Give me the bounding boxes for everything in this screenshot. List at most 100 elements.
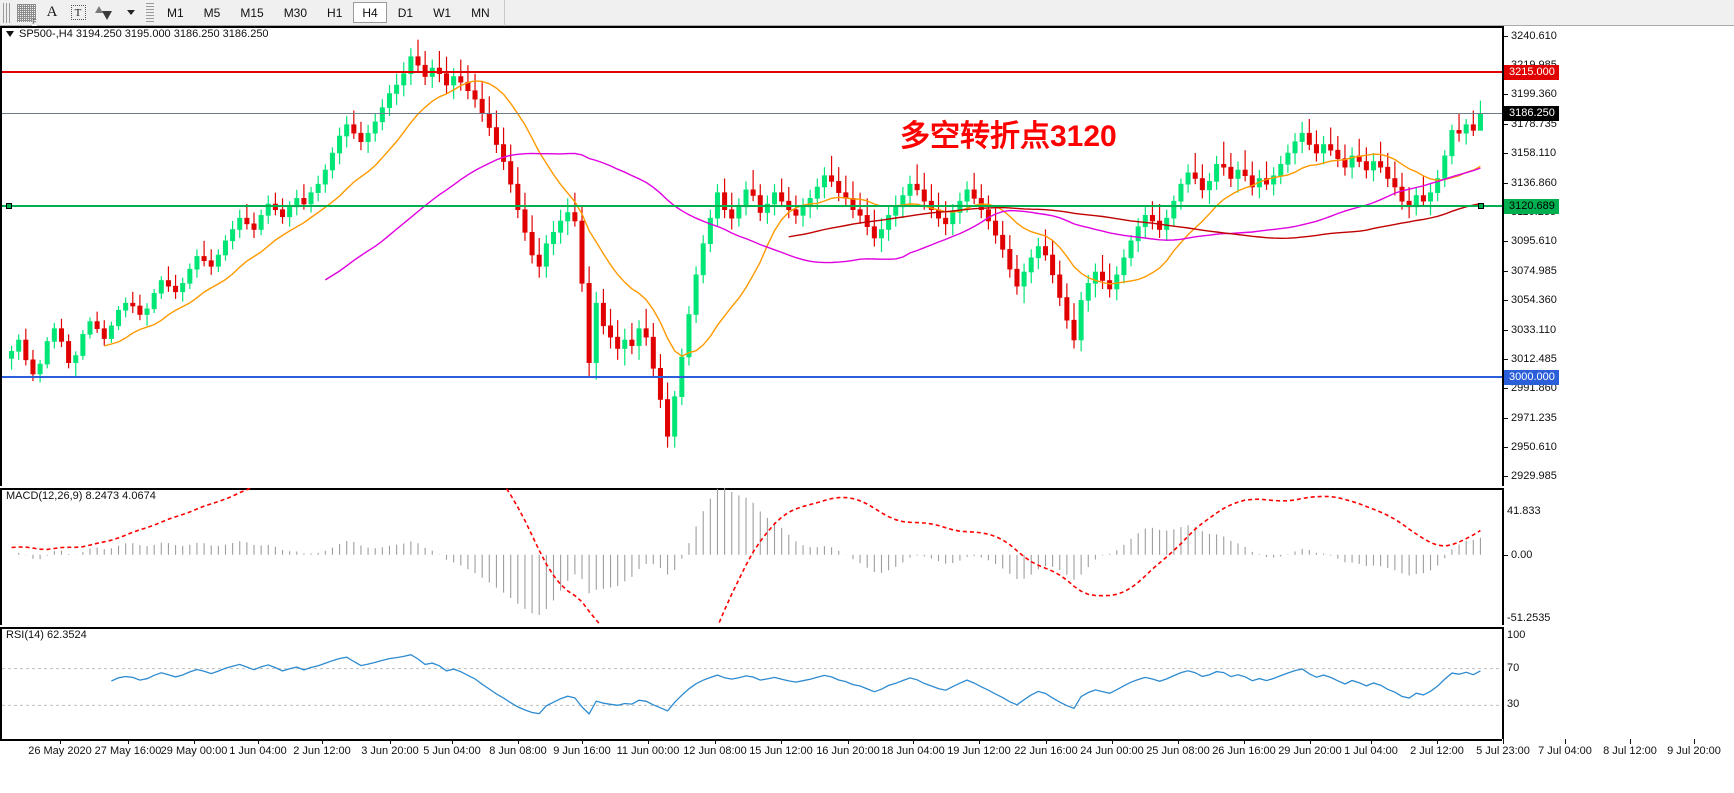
time-label-20: 1 Jul 04:00 [1344, 745, 1398, 757]
price-plot[interactable] [2, 26, 1502, 486]
timeframe-m30[interactable]: M30 [283, 5, 308, 20]
time-tick-18 [1244, 739, 1245, 744]
support-line[interactable] [2, 375, 1502, 378]
toolbar-grip[interactable] [3, 2, 11, 23]
timeframe-m5[interactable]: M5 [203, 5, 221, 20]
time-label-8: 9 Jun 16:00 [553, 745, 611, 757]
time-tick-13 [913, 739, 914, 744]
time-label-16: 24 Jun 00:00 [1080, 745, 1144, 757]
candlestick-series [9, 39, 1483, 448]
shapes-icon[interactable] [92, 2, 116, 24]
time-label-15: 22 Jun 16:00 [1014, 745, 1078, 757]
price-tick-13: 2971.235 [1504, 412, 1557, 424]
last-price-tag: 3186.250 [1504, 106, 1559, 121]
text-label-icon[interactable]: A [46, 4, 58, 20]
time-label-7: 8 Jun 08:00 [489, 745, 547, 757]
time-label-0: 26 May 2020 [28, 745, 92, 757]
time-tick-0 [60, 739, 61, 744]
price-tick-7: 3095.610 [1504, 236, 1557, 247]
price-tick-15: 2929.985 [1504, 471, 1557, 482]
rsi-panel-top-border [0, 627, 1734, 629]
time-axis-corner [1502, 739, 1734, 793]
symbol-ohlc-text: SP500-,H4 3194.250 3195.000 3186.250 318… [19, 28, 269, 40]
price-tick-9: 3054.360 [1504, 294, 1557, 306]
time-axis[interactable]: 26 May 2020 27 May 16:00 29 May 00:00 1 Jun… [0, 739, 1734, 793]
timeframe-w1[interactable]: W1 [433, 5, 452, 20]
time-tick-25 [1694, 739, 1695, 744]
time-tick-24 [1630, 739, 1631, 744]
time-tick-8 [582, 739, 583, 744]
chart-annotation-text: 多空转折点3120 [900, 120, 1117, 154]
timeframe-h1[interactable]: H1 [327, 5, 343, 20]
chevron-down-icon[interactable] [118, 2, 142, 24]
price-tick-2: 3199.360 [1504, 89, 1557, 100]
macd-label: MACD(12,26,9) 8.2473 4.0674 [6, 490, 156, 502]
rsi-line [111, 654, 1481, 715]
rsi-plot[interactable] [2, 627, 1502, 739]
pivot-line[interactable] [2, 204, 1502, 207]
time-axis-line [0, 739, 1502, 741]
time-tick-14 [979, 739, 980, 744]
time-label-21: 2 Jul 12:00 [1410, 745, 1464, 757]
ma-slow-red [788, 203, 1481, 240]
pivot-line-handle-left[interactable] [6, 202, 12, 209]
text-box-icon[interactable]: T [66, 2, 90, 24]
collapse-triangle-icon[interactable] [6, 31, 14, 37]
price-panel-top-border [0, 26, 1734, 28]
rsi-series [2, 654, 1502, 715]
time-label-12: 16 Jun 20:00 [816, 745, 880, 757]
pivot-line-handle[interactable] [1478, 202, 1484, 209]
macd-tick-2: -51.2535 [1507, 612, 1551, 624]
ma-mid-magenta [324, 152, 1481, 281]
price-panel-left-frame [0, 26, 2, 486]
time-tick-3 [258, 739, 259, 744]
rsi-tick-1: 70 [1507, 661, 1520, 674]
timeframe-mn[interactable]: MN [471, 5, 490, 20]
time-tick-20 [1371, 739, 1372, 744]
price-tick-5: 3136.860 [1504, 177, 1557, 189]
time-label-23: 7 Jul 04:00 [1538, 745, 1592, 757]
price-tick-11: 3012.485 [1504, 354, 1557, 365]
price-tick-10: 3033.110 [1504, 324, 1556, 336]
macd-tick-1: 0.00 [1504, 549, 1532, 561]
time-tick-19 [1310, 739, 1311, 744]
timeframe-m1[interactable]: M1 [167, 5, 184, 20]
price-panel[interactable]: SP500-,H4 3194.250 3195.000 3186.250 318… [0, 26, 1734, 486]
macd-tick-0: 41.833 [1507, 505, 1541, 517]
price-tick-4: 3158.110 [1504, 147, 1556, 159]
time-tick-12 [848, 739, 849, 744]
time-tick-11 [781, 739, 782, 744]
rsi-panel[interactable]: RSI(14) 62.3524 100 70 30 [0, 627, 1734, 739]
chart-area: SP500-,H4 3194.250 3195.000 3186.250 318… [0, 26, 1734, 793]
last-price-line[interactable] [2, 113, 1502, 114]
resistance-line[interactable] [2, 71, 1502, 74]
macd-scale-axis-line [1502, 488, 1504, 625]
time-tick-16 [1112, 739, 1113, 744]
time-label-11: 15 Jun 12:00 [749, 745, 813, 757]
price-scale-axis-line [1502, 26, 1504, 486]
crosshair-f-icon[interactable] [14, 2, 38, 26]
time-label-1: 27 May 16:00 [94, 745, 162, 757]
time-label-6: 5 Jun 04:00 [423, 745, 481, 757]
price-scale[interactable]: 3240.6103219.9853199.3603178.7353158.110… [1502, 26, 1734, 486]
time-label-14: 19 Jun 12:00 [947, 745, 1011, 757]
time-label-25: 9 Jul 20:00 [1667, 745, 1721, 757]
timeframe-m15[interactable]: M15 [240, 5, 264, 20]
time-label-4: 2 Jun 12:00 [293, 745, 351, 757]
price-tick-3: 3178.735 [1504, 118, 1557, 130]
macd-panel-left-frame [0, 488, 2, 625]
toolbar: A T M1 M5 M15 M30 H1 H4 D1 W1 MN [0, 0, 1734, 26]
rsi-scale-axis-line [1502, 627, 1504, 739]
timeframe-h4[interactable]: H4 [353, 2, 387, 23]
time-label-3: 1 Jun 04:00 [229, 745, 287, 757]
macd-plot[interactable] [2, 488, 1502, 625]
price-panel-header: SP500-,H4 3194.250 3195.000 3186.250 318… [6, 28, 269, 40]
toolbar-empty-area [503, 0, 1734, 26]
time-tick-22 [1503, 739, 1504, 744]
time-label-19: 29 Jun 20:00 [1278, 745, 1342, 757]
macd-panel[interactable]: MACD(12,26,9) 8.2473 4.0674 41.833 0.00 -5… [0, 488, 1734, 625]
time-tick-5 [390, 739, 391, 744]
timeframe-d1[interactable]: D1 [397, 5, 414, 20]
resistance-level-tag: 3215.000 [1504, 65, 1559, 81]
